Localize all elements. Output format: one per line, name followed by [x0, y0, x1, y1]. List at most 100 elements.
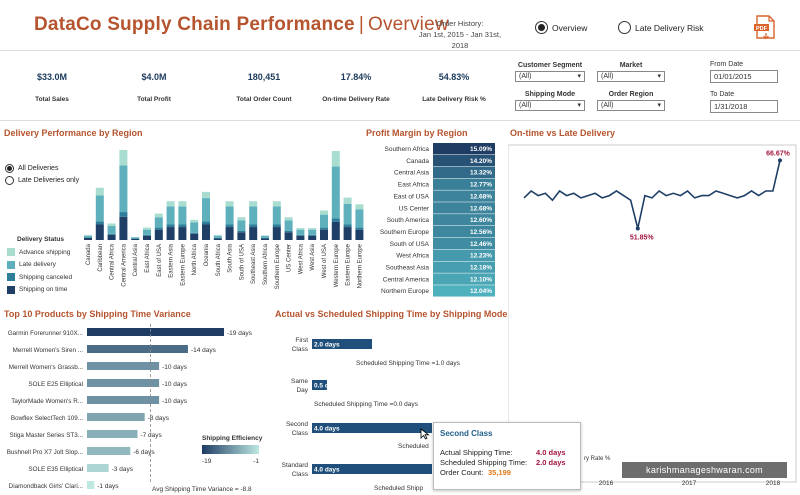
radio-selected-icon	[5, 164, 14, 173]
bar-segment	[355, 209, 364, 228]
row-label: US Center	[399, 205, 430, 212]
bar-segment	[320, 214, 328, 228]
bar-segment	[154, 227, 163, 230]
row-label: Northern Europe	[381, 288, 429, 295]
scheduled-label: Scheduled	[398, 443, 429, 450]
radio-all-deliveries[interactable]: All Deliveries	[5, 164, 58, 173]
product-bar	[87, 430, 138, 438]
bar-segment	[166, 201, 175, 207]
row-label: South of USA	[390, 241, 430, 248]
heat-cell	[433, 166, 495, 179]
max-point	[778, 158, 782, 163]
select-value: (All)	[601, 73, 614, 80]
bar-segment	[84, 237, 92, 240]
legend-label: Shipping on time	[19, 286, 68, 294]
bar-segment	[355, 204, 364, 210]
bar-segment	[296, 235, 305, 240]
svg-text:PDF: PDF	[756, 26, 768, 32]
product-bar	[87, 345, 188, 353]
cell-value: 14.20%	[470, 158, 492, 165]
radio-unselected-icon	[5, 176, 14, 185]
x-tick-label: Eastern Asia	[169, 243, 175, 277]
cell-value: 12.18%	[470, 265, 492, 272]
radio-selected-icon	[535, 21, 548, 34]
bar-value-label: -10 days	[162, 381, 188, 388]
bar-segment	[308, 228, 317, 230]
bar-value-label: -7 days	[140, 432, 162, 439]
row-label: East of USA	[394, 193, 430, 200]
bar-segment	[343, 224, 352, 228]
mode-label: Second	[286, 421, 308, 428]
x-tick-label: South of USA	[239, 244, 245, 280]
product-label: Stiga Master Series ST3...	[10, 432, 84, 439]
customer-segment-select[interactable]: (All) ▾	[515, 71, 585, 82]
bar-segment	[213, 237, 222, 239]
kpi-label: Late Delivery Risk %	[422, 96, 486, 103]
bar-segment	[237, 232, 246, 240]
bar-segment	[237, 230, 246, 233]
order-region-select[interactable]: (All) ▾	[597, 100, 665, 111]
row-label: Southern Europe	[380, 229, 430, 236]
kpi-ontime-rate: 17.84% On-time Delivery Rate	[306, 72, 406, 103]
bar-segment	[166, 227, 175, 240]
x-tick-label: South Asia	[228, 243, 234, 272]
row-label: Central Asia	[394, 170, 429, 177]
scheduled-label: Scheduled Shipping Time =1.0 days	[356, 360, 461, 367]
x-tick-label: East Africa	[145, 243, 151, 272]
bar-segment	[261, 238, 269, 240]
row-label: East Africa	[398, 182, 429, 189]
heat-cell	[433, 273, 495, 285]
radio-late-only[interactable]: Late Deliveries only	[5, 176, 79, 185]
bar-segment	[284, 232, 293, 240]
bar-segment	[331, 218, 340, 222]
market-select[interactable]: (All) ▾	[597, 71, 665, 82]
bar-segment	[202, 198, 210, 222]
to-date-input[interactable]: 1/31/2018	[710, 100, 778, 113]
heat-cell	[433, 154, 495, 167]
bar-segment	[84, 235, 92, 238]
kpi-label: Total Profit	[137, 96, 171, 103]
bar-segment	[178, 224, 187, 228]
legend-label: Advance shipping	[19, 248, 71, 256]
bar-segment	[343, 197, 352, 204]
bar-segment	[355, 229, 364, 240]
max-annotation: 66.67%	[766, 150, 791, 157]
bar-value-label: -3 days	[112, 466, 134, 473]
heat-cell	[433, 214, 495, 226]
tooltip-key: Order Count:	[440, 468, 484, 477]
bar-segment	[202, 191, 210, 199]
bar-value-label: -6 days	[133, 449, 155, 456]
from-date-input[interactable]: 01/01/2015	[710, 70, 778, 83]
nav-late-risk-button[interactable]: Late Delivery Risk	[618, 21, 704, 34]
mode-bar	[312, 423, 432, 433]
pdf-export-icon[interactable]: PDF	[752, 13, 778, 41]
bar-segment	[272, 201, 281, 207]
to-date-label: To Date	[710, 91, 735, 98]
x-tick-label: Central Asia	[133, 243, 139, 276]
filter-label-segment: Customer Segment	[517, 62, 583, 69]
reference-label: Avg Shipping Time Variance = -8.8	[152, 486, 252, 493]
shipping-mode-select[interactable]: (All) ▾	[515, 100, 585, 111]
bar-segment	[213, 234, 222, 236]
x-tick-label: Oceania	[204, 243, 210, 266]
nav-overview-label: Overview	[552, 22, 588, 33]
legend-swatch	[7, 285, 15, 294]
section-title-ontime: On-time vs Late Delivery	[510, 128, 616, 138]
cell-value: 12.77%	[470, 182, 492, 189]
bar-value-label: 4.0 days	[314, 426, 340, 433]
bar-value-label: -8 days	[148, 415, 170, 422]
bar-segment	[261, 235, 269, 238]
mode-label: First	[295, 337, 308, 344]
bar-segment	[178, 206, 187, 225]
bar-segment	[308, 235, 317, 240]
legend-gradient-bar	[202, 445, 259, 454]
nav-overview-button[interactable]: Overview	[535, 21, 587, 34]
line-series	[523, 160, 781, 229]
bar-segment	[284, 217, 293, 221]
select-value: (All)	[601, 102, 614, 109]
chevron-down-icon: ▾	[577, 73, 581, 80]
bar-segment	[213, 238, 222, 240]
chevron-down-icon: ▾	[657, 102, 661, 109]
product-bar	[87, 396, 160, 404]
bar-value-label: 2.0 days	[314, 342, 340, 349]
